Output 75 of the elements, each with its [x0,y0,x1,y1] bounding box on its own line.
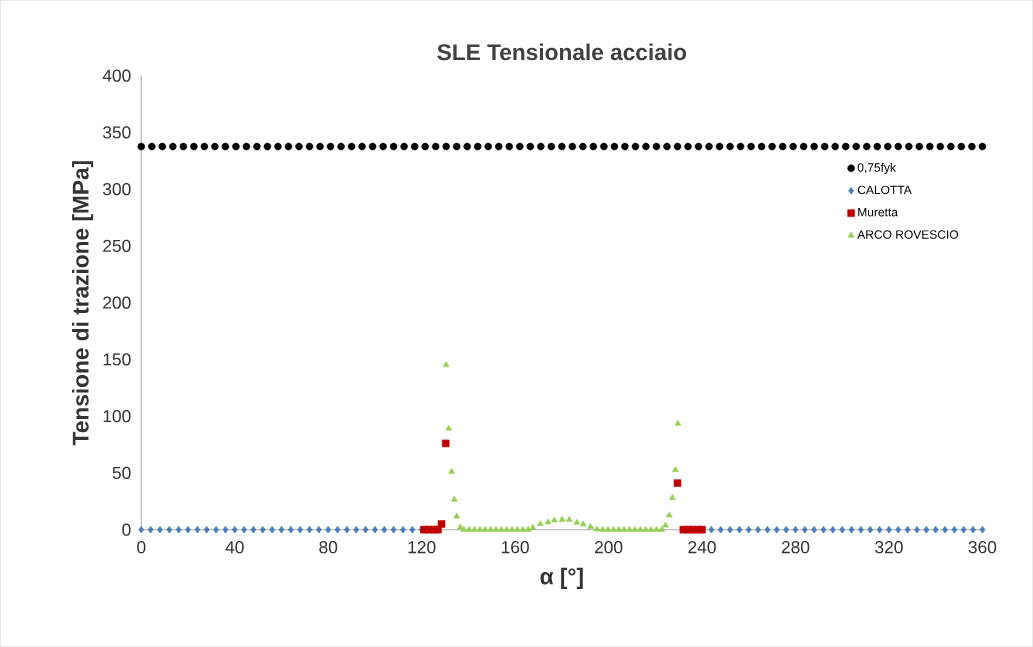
point [460,525,467,532]
x-tick-label: 360 [968,541,997,554]
y-tick-label: 250 [103,239,131,253]
x-tick-label: 200 [594,541,623,554]
point [529,524,537,530]
point [476,525,484,532]
point [537,520,544,527]
y-tick-label: 0 [122,523,131,536]
point [441,439,450,448]
point [626,525,633,532]
point [672,466,679,472]
point [456,523,464,530]
point [674,419,682,426]
y-tick-label: 100 [103,410,131,423]
point [492,525,500,532]
point [503,525,510,532]
y-tick-label: 50 [112,466,131,480]
point [620,525,628,532]
point [551,516,558,523]
x-tick-label: 40 [225,541,244,554]
legend-label: Muretta [858,208,898,217]
point [519,525,527,532]
point [514,525,521,532]
point [637,525,644,532]
x-tick-label: 280 [781,541,810,554]
point [448,468,455,474]
legend-label: 0,75fyk [857,162,896,175]
point [487,525,494,532]
point [658,525,666,532]
x-tick-label: 0 [137,541,146,554]
point [610,525,617,532]
point [481,525,489,532]
point [573,518,581,525]
legend-label: ARCO ROVESCIO [857,230,959,239]
x-tick-label: 160 [501,541,529,554]
point [593,525,601,532]
legend-label: CALOTTA [857,185,912,195]
point [453,512,460,519]
point [587,523,594,529]
point [669,494,676,500]
point [631,525,639,532]
point [451,495,458,502]
y-tick-label: 200 [103,296,131,309]
x-tick-label: 320 [875,541,903,554]
x-tick-label: 120 [408,541,436,554]
point [471,525,478,532]
chart-title: SLE Tensionale acciaio [437,43,687,61]
point [599,525,606,532]
y-axis-title: Tensione di trazione [MPa] [72,161,94,446]
point [544,518,552,525]
point [653,525,660,532]
point [445,424,453,431]
point [465,525,473,532]
point [508,525,516,532]
point [615,525,623,532]
y-tick-label: 400 [102,69,131,82]
y-tick-label: 350 [102,126,131,139]
point [580,520,587,527]
point [524,525,532,532]
x-tick-label: 240 [688,541,716,554]
point [566,515,573,522]
point [442,361,450,368]
point [666,511,673,518]
x-axis-title: α [°] [540,567,583,589]
point [647,525,655,532]
point [558,515,566,522]
y-tick-label: 300 [102,183,131,196]
point [642,525,649,532]
point [673,479,682,487]
point [498,525,505,532]
point [437,520,446,528]
y-tick-label: 150 [103,353,131,366]
x-tick-label: 80 [319,541,338,554]
point [662,521,669,528]
point [604,525,612,532]
